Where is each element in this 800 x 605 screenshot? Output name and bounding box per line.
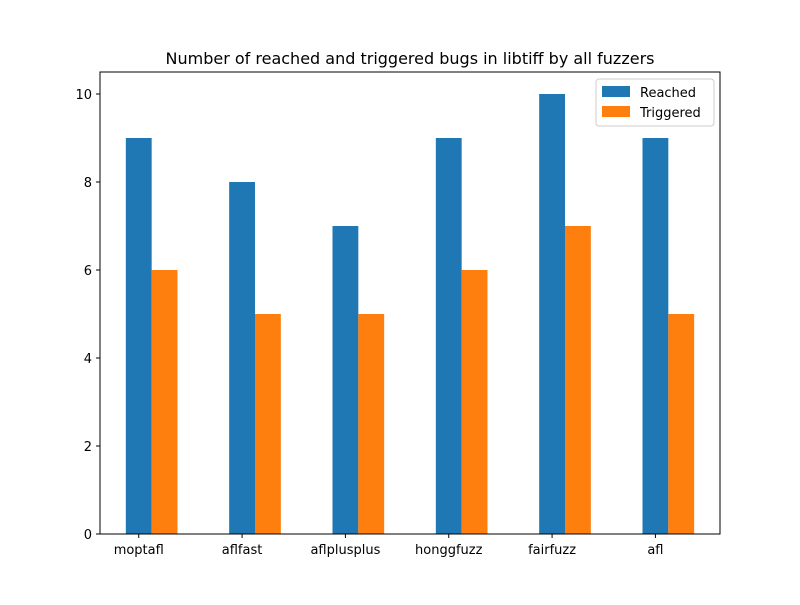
- bar-reached-afl: [642, 138, 669, 534]
- axes-layer: 0 2 4 6 8 10 moptafl aflfast aflplusplus honggfuz…: [75, 71, 721, 558]
- bar-triggered-fairfuzz: [565, 226, 591, 534]
- x-tick-label-aflplusplus: aflplusplus: [310, 543, 380, 558]
- bars-layer: [125, 94, 695, 534]
- y-tick-label: 4: [84, 352, 92, 367]
- x-tick-label-aflfast: aflfast: [222, 543, 263, 558]
- y-tick-label: 8: [84, 176, 92, 191]
- legend-label-triggered: Triggered: [639, 106, 701, 121]
- bar-triggered-afl: [668, 314, 695, 534]
- bar-triggered-aflfast: [255, 314, 281, 534]
- y-tick-label: 6: [84, 264, 92, 279]
- y-tick-label: 0: [84, 528, 92, 543]
- x-tick-label-afl: afl: [647, 543, 663, 558]
- bar-reached-fairfuzz: [539, 94, 565, 534]
- chart-title: Number of reached and triggered bugs in …: [166, 49, 655, 68]
- x-tick-label-moptafl: moptafl: [114, 543, 164, 558]
- bar-reached-aflplusplus: [332, 226, 359, 534]
- bar-reached-moptafl: [125, 138, 152, 534]
- bar-triggered-honggfuzz: [461, 270, 488, 534]
- x-tick-label-honggfuzz: honggfuzz: [415, 543, 483, 558]
- x-tick-label-fairfuzz: fairfuzz: [528, 543, 576, 558]
- bar-reached-aflfast: [229, 182, 255, 534]
- legend: Reached Triggered: [595, 78, 715, 127]
- legend-label-reached: Reached: [640, 86, 696, 101]
- bar-triggered-aflplusplus: [358, 314, 385, 534]
- bar-triggered-moptafl: [151, 270, 178, 534]
- legend-swatch-triggered: [602, 106, 630, 117]
- bar-reached-honggfuzz: [435, 138, 462, 534]
- legend-swatch-reached: [602, 86, 630, 97]
- y-tick-label: 2: [84, 440, 92, 455]
- plot-frame: [99, 71, 721, 535]
- y-tick-label: 10: [75, 88, 92, 103]
